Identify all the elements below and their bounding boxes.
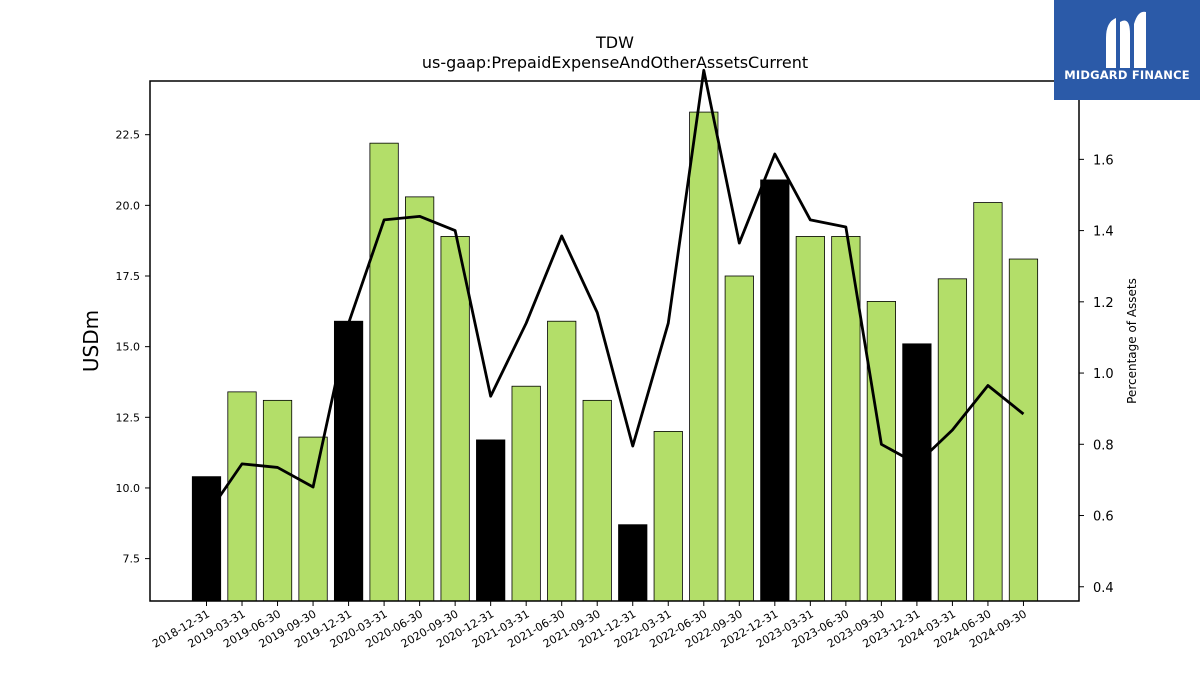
- bar-2019-03-31: [227, 391, 257, 602]
- bar-2020-03-31: [369, 142, 399, 602]
- y2-tick-label: 1.6: [1093, 153, 1114, 168]
- bar-2021-12-31: [618, 524, 648, 602]
- ratio-line-series: [205, 68, 1025, 517]
- bar-2021-03-31: [511, 385, 541, 602]
- bar-2021-06-30: [547, 320, 577, 602]
- y-tick-label: 12.5: [116, 411, 141, 424]
- y-axis-label: USDm: [79, 310, 103, 372]
- bar-2023-09-30: [866, 301, 896, 602]
- bar-2022-12-31: [760, 179, 790, 602]
- bar-2020-09-30: [440, 236, 470, 602]
- x-axis: 2018-12-312019-03-312019-06-302019-09-30…: [150, 601, 1029, 651]
- y-tick-label: 17.5: [116, 270, 141, 283]
- bar-2022-09-30: [724, 275, 754, 602]
- bar-2023-12-31: [902, 343, 932, 602]
- y-tick-label: 10.0: [116, 482, 141, 495]
- bar-2022-03-31: [653, 431, 683, 602]
- plot-frame: [149, 80, 1080, 602]
- y-tick-label: 7.5: [123, 553, 141, 566]
- bar-2021-09-30: [582, 399, 612, 602]
- y2-tick-label: 1.4: [1093, 225, 1114, 240]
- y2-tick-label: 1.0: [1093, 367, 1114, 382]
- y2-tick-label: 0.6: [1093, 510, 1114, 525]
- bar-2020-12-31: [476, 439, 506, 602]
- bar-2019-09-30: [298, 436, 328, 602]
- chart-subtitle: us-gaap:PrepaidExpenseAndOtherAssetsCurr…: [422, 53, 808, 72]
- y-tick-label: 22.5: [116, 129, 141, 142]
- y-tick-label: 20.0: [116, 199, 141, 212]
- logo-text: MIDGARD FINANCE: [1064, 68, 1190, 82]
- bar-2019-06-30: [262, 399, 293, 602]
- left-axis: 7.5 10.0 12.5 15.0 17.5 20.0 22.5: [116, 129, 150, 566]
- logo-mark-icon: [1106, 11, 1146, 68]
- bar-2022-06-30: [689, 111, 719, 602]
- y-tick-label: 15.0: [116, 341, 141, 354]
- bar-2024-06-30: [973, 202, 1003, 602]
- bar-2018-12-31: [191, 476, 222, 602]
- y2-tick-label: 0.8: [1093, 438, 1114, 453]
- bar-2020-06-30: [405, 196, 435, 602]
- ratio-line: [205, 68, 1025, 517]
- right-axis: 0.4 0.6 0.8 1.0 1.2 1.4 1.6: [1079, 153, 1114, 596]
- bar-2023-06-30: [831, 236, 861, 602]
- bar-2023-03-31: [795, 236, 825, 602]
- y2-tick-label: 1.2: [1093, 296, 1114, 311]
- chart-title: TDW: [595, 33, 634, 52]
- midgard-finance-logo: MIDGARD FINANCE: [1054, 0, 1200, 100]
- bar-2024-09-30: [1008, 258, 1039, 602]
- y2-tick-label: 0.4: [1093, 581, 1114, 596]
- y2-axis-label: Percentage of Assets: [1125, 278, 1139, 404]
- bar-series: [191, 111, 1039, 602]
